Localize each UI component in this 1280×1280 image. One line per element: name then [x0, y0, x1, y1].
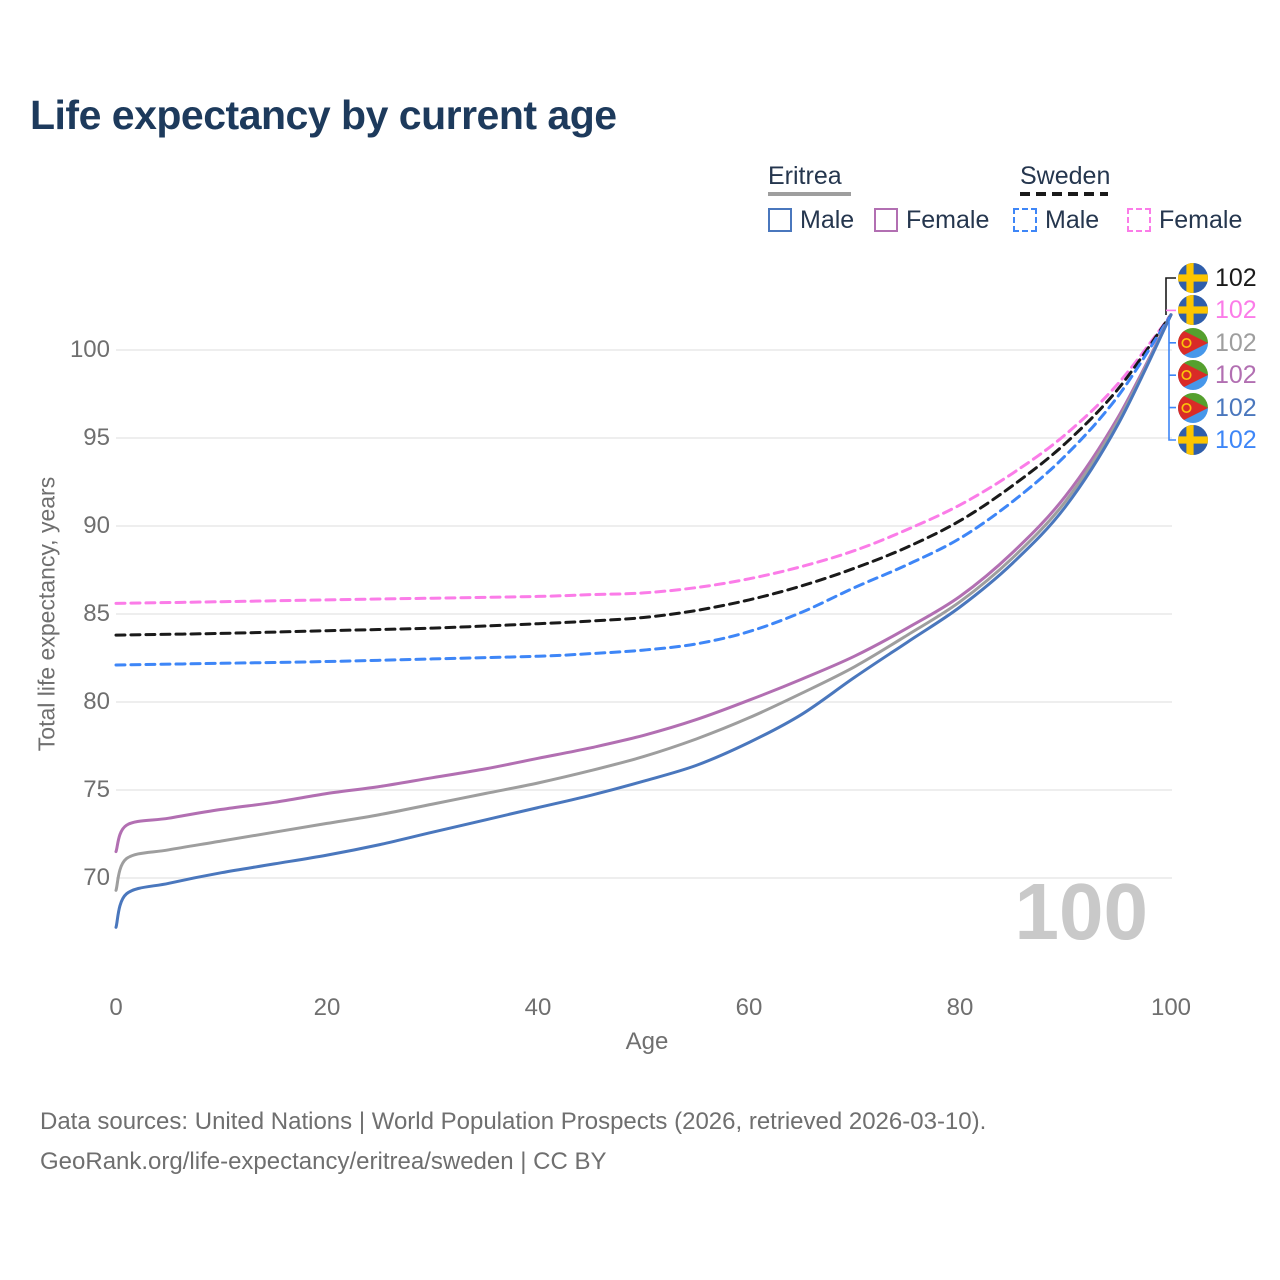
end-label-value: 102 — [1215, 361, 1257, 390]
end-label-value: 102 — [1215, 328, 1257, 357]
y-tick-label: 90 — [83, 512, 110, 539]
flag-wrapper — [1178, 425, 1208, 455]
end-label-row-eritrea-both-sexes: 102 — [1178, 327, 1257, 359]
flag-icon-sweden — [1178, 263, 1208, 293]
x-tick-label: 0 — [109, 994, 123, 1021]
end-label-row-sweden-both-sexes: 102 — [1178, 262, 1257, 294]
series-sweden-both-sexes — [114, 313, 1173, 637]
series-eritrea-female — [114, 313, 1173, 854]
legend-item-eritrea-female[interactable]: Female — [874, 205, 989, 235]
y-tick-label: 95 — [83, 424, 110, 451]
legend-label: Male — [1045, 205, 1100, 234]
end-label-row-sweden-male: 102 — [1178, 424, 1257, 456]
legend-label: Female — [906, 205, 990, 234]
end-label-value: 102 — [1215, 264, 1257, 292]
flag-icon-eritrea — [1178, 360, 1208, 391]
x-axis-title: Age — [625, 1028, 669, 1055]
series-sweden-male — [114, 313, 1173, 667]
y-tick-label: 85 — [83, 600, 110, 627]
footer-data-sources: Data sources: United Nations | World Pop… — [40, 1108, 987, 1135]
sweden-female-swatch — [1127, 208, 1151, 232]
end-label-row-eritrea-female: 102 — [1178, 359, 1257, 391]
y-tick-label: 75 — [83, 776, 110, 803]
end-label-value: 102 — [1215, 393, 1257, 422]
flag-wrapper — [1178, 392, 1208, 423]
eritrea-line-style-swatch — [768, 192, 851, 196]
y-tick-label: 70 — [83, 864, 110, 891]
legend-country-sweden: Sweden — [1020, 162, 1111, 190]
flag-wrapper — [1178, 263, 1208, 293]
flag-icon-sweden — [1178, 295, 1208, 326]
y-axis-title: Total life expectancy, years — [33, 476, 60, 752]
eritrea-male-swatch — [768, 208, 792, 232]
sweden-line-style-swatch — [1020, 192, 1108, 196]
end-label-row-sweden-female: 102 — [1178, 294, 1257, 326]
legend-item-sweden-male[interactable]: Male — [1013, 205, 1099, 235]
end-label-value: 102 — [1215, 426, 1257, 454]
end-label-value: 102 — [1215, 296, 1257, 325]
end-label-row-eritrea-male: 102 — [1178, 392, 1257, 424]
flag-wrapper — [1178, 360, 1208, 391]
label-connector — [1165, 277, 1176, 315]
x-tick-label: 80 — [946, 994, 974, 1021]
series-eritrea-both-sexes — [114, 313, 1173, 892]
x-tick-label: 60 — [735, 994, 763, 1021]
legend-country-eritrea: Eritrea — [768, 162, 842, 190]
flag-wrapper — [1178, 327, 1208, 358]
sweden-male-swatch — [1013, 208, 1037, 232]
legend-label: Male — [800, 205, 855, 234]
footer-attribution: GeoRank.org/life-expectancy/eritrea/swed… — [40, 1148, 607, 1175]
flag-icon-eritrea — [1178, 392, 1208, 423]
legend-item-sweden-female[interactable]: Female — [1127, 205, 1242, 235]
series-eritrea-male — [114, 313, 1173, 929]
flag-icon-sweden — [1178, 425, 1208, 455]
legend-item-eritrea-male[interactable]: Male — [768, 205, 854, 235]
flag-icon-eritrea — [1178, 327, 1208, 358]
y-tick-label: 100 — [69, 336, 110, 363]
x-tick-label: 40 — [524, 994, 552, 1021]
eritrea-female-swatch — [874, 208, 898, 232]
legend-label: Female — [1159, 205, 1243, 234]
x-tick-label: 100 — [1150, 994, 1192, 1021]
y-tick-label: 80 — [83, 688, 110, 715]
series-sweden-female — [114, 313, 1173, 605]
flag-wrapper — [1178, 295, 1208, 326]
page-title: Life expectancy by current age — [30, 92, 617, 138]
x-tick-label: 20 — [313, 994, 341, 1021]
age-counter-watermark: 100 — [1014, 867, 1148, 956]
label-connector — [1168, 317, 1176, 441]
